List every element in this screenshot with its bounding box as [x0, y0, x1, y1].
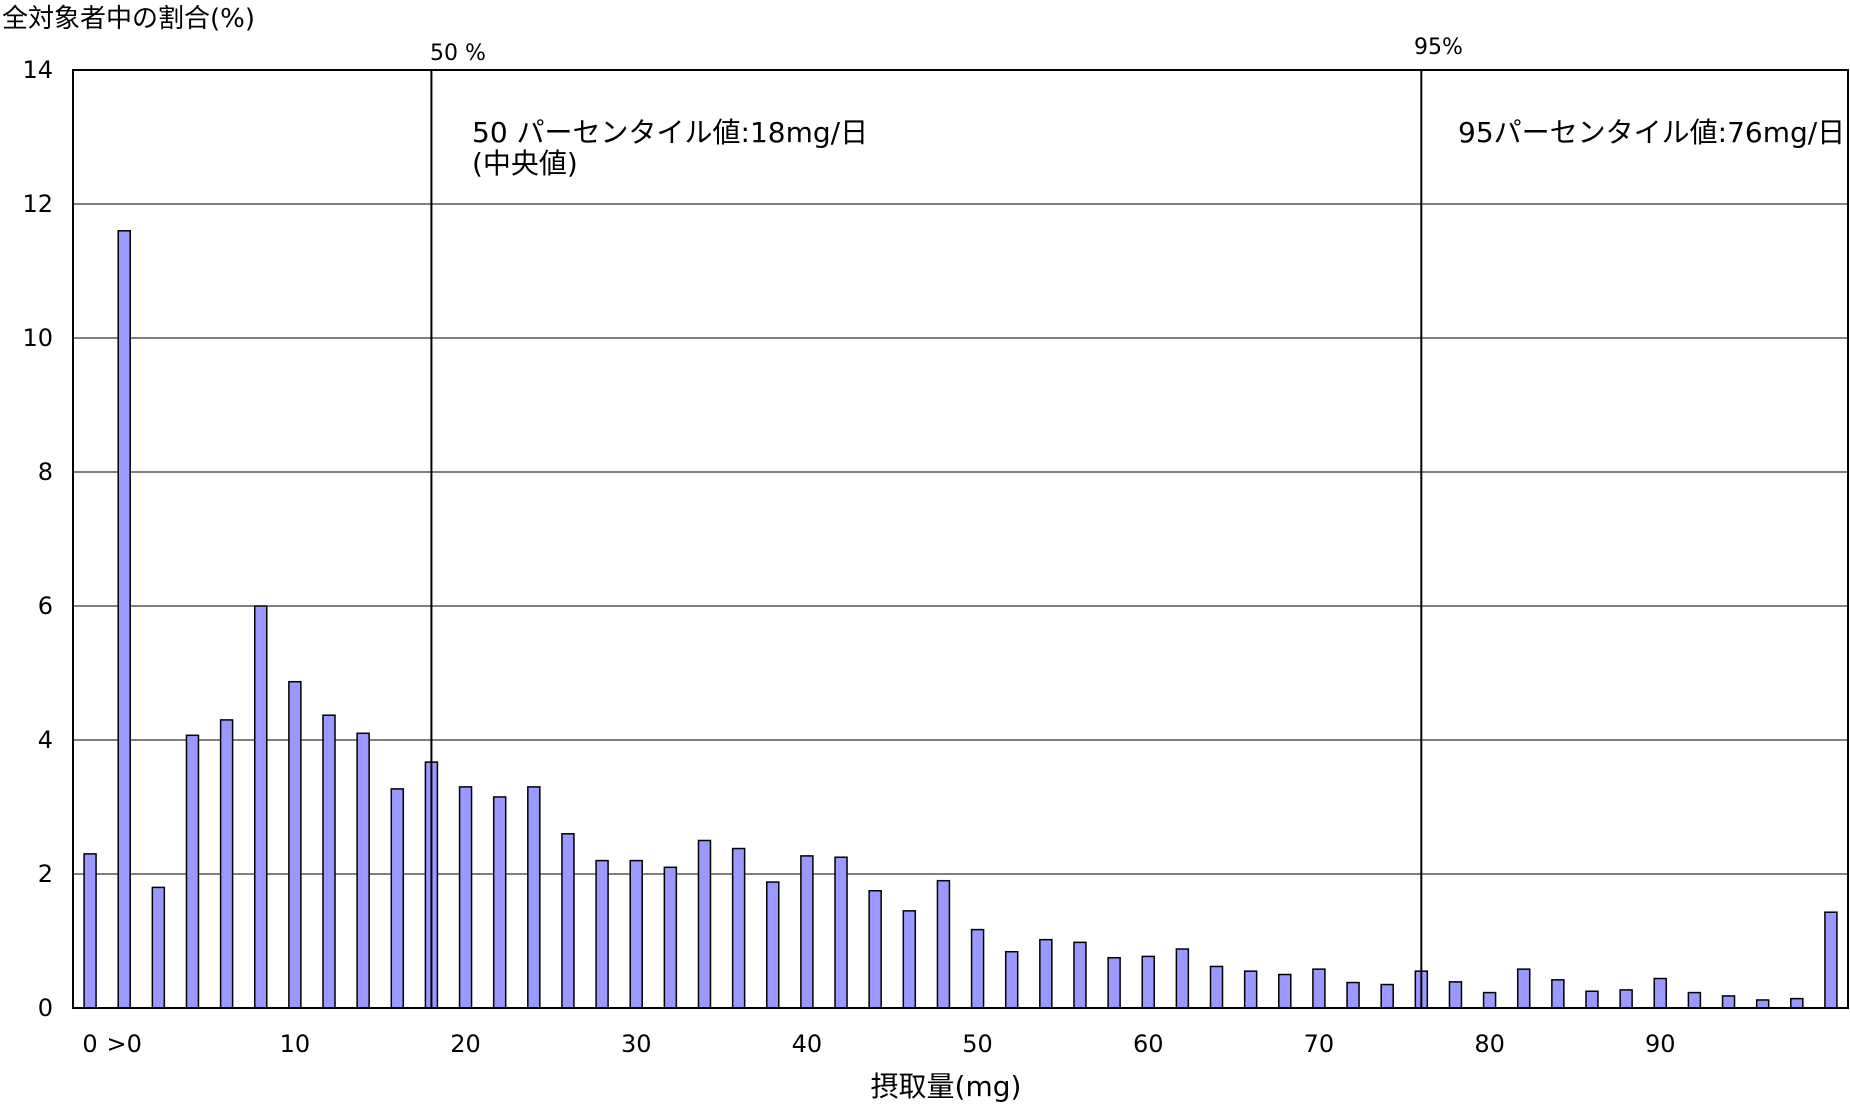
- x-tick-label: 0: [82, 1030, 97, 1058]
- bar: [356, 732, 370, 1009]
- bar: [288, 680, 302, 1009]
- bar: [1278, 973, 1292, 1009]
- p50-annotation: 50 パーセンタイル値:18mg/日: [472, 116, 868, 149]
- bar: [1448, 981, 1463, 1009]
- y-tick-label: 4: [38, 726, 53, 754]
- bar: [527, 786, 541, 1009]
- bar: [834, 856, 848, 1009]
- x-tick-label: 80: [1474, 1030, 1505, 1058]
- bar: [1790, 997, 1804, 1009]
- x-tick-label: 70: [1304, 1030, 1335, 1058]
- bar: [1687, 991, 1702, 1009]
- x-tick-label: 40: [792, 1030, 823, 1058]
- x-tick-label: 20: [450, 1030, 481, 1058]
- bar: [1243, 970, 1258, 1009]
- x-axis-ticks: 0 >0 10 20 30 40 50 60 70 80 90: [82, 1030, 1675, 1058]
- bar: [185, 734, 200, 1009]
- bar: [1619, 989, 1633, 1009]
- x-tick-label: >0: [107, 1030, 142, 1058]
- p95-annotation: 95パーセンタイル値:76mg/日: [1458, 116, 1845, 149]
- gridlines: [73, 69, 1848, 1009]
- plot-frame: [72, 69, 1849, 1009]
- bar: [595, 859, 609, 1009]
- bar: [936, 879, 951, 1009]
- bar: [1653, 977, 1668, 1009]
- y-tick-label: 14: [22, 56, 53, 84]
- bar: [1073, 941, 1087, 1009]
- bar: [1175, 948, 1190, 1009]
- bar: [390, 788, 405, 1009]
- bar: [1721, 995, 1736, 1009]
- bar: [1107, 957, 1121, 1009]
- y-tick-label: 6: [38, 592, 53, 620]
- bar: [219, 719, 234, 1009]
- bar: [151, 886, 166, 1009]
- bar: [1312, 968, 1326, 1009]
- bar: [629, 859, 643, 1009]
- bar: [492, 796, 507, 1009]
- bar: [766, 881, 780, 1009]
- bar: [731, 847, 746, 1009]
- p95-percent-label: 95%: [1414, 35, 1463, 60]
- y-tick-label: 0: [38, 994, 53, 1022]
- bar: [1516, 968, 1531, 1009]
- x-tick-label: 10: [280, 1030, 311, 1058]
- bar: [800, 855, 814, 1009]
- bar: [322, 714, 336, 1009]
- bar: [117, 230, 131, 1009]
- p50-percent-label: 50 %: [430, 41, 486, 66]
- bar: [1482, 991, 1497, 1009]
- bar: [1004, 950, 1019, 1009]
- bar: [1141, 955, 1155, 1009]
- y-tick-label: 8: [38, 458, 53, 486]
- x-tick-label: 90: [1645, 1030, 1676, 1058]
- bars: [83, 230, 1838, 1009]
- bar: [561, 833, 575, 1009]
- x-tick-label: 30: [621, 1030, 652, 1058]
- x-axis-title: 摂取量(mg): [871, 1070, 1022, 1103]
- y-axis-title: 全対象者中の割合(%): [2, 4, 255, 34]
- bar: [902, 910, 917, 1009]
- bar: [1039, 938, 1053, 1009]
- bar: [1585, 990, 1599, 1009]
- bar: [1551, 979, 1565, 1009]
- y-tick-label: 2: [38, 860, 53, 888]
- y-tick-label: 10: [22, 324, 53, 352]
- bar: [663, 866, 678, 1009]
- bar: [253, 605, 268, 1009]
- bar: [1824, 911, 1838, 1009]
- bar: [970, 928, 985, 1009]
- bar: [1755, 999, 1770, 1009]
- p50-annotation-median: (中央値): [472, 147, 578, 180]
- bar: [1380, 983, 1394, 1009]
- bar: [458, 786, 473, 1009]
- bar: [1209, 965, 1224, 1009]
- bar: [697, 839, 712, 1009]
- bar: [868, 890, 882, 1009]
- x-tick-label: 60: [1133, 1030, 1164, 1058]
- y-tick-label: 12: [22, 190, 53, 218]
- bar: [1346, 981, 1360, 1009]
- bar: [83, 853, 97, 1009]
- percentile-lines: [430, 70, 1423, 1008]
- y-axis-ticks: 0 2 4 6 8 10 12 14: [22, 56, 53, 1022]
- x-tick-label: 50: [962, 1030, 993, 1058]
